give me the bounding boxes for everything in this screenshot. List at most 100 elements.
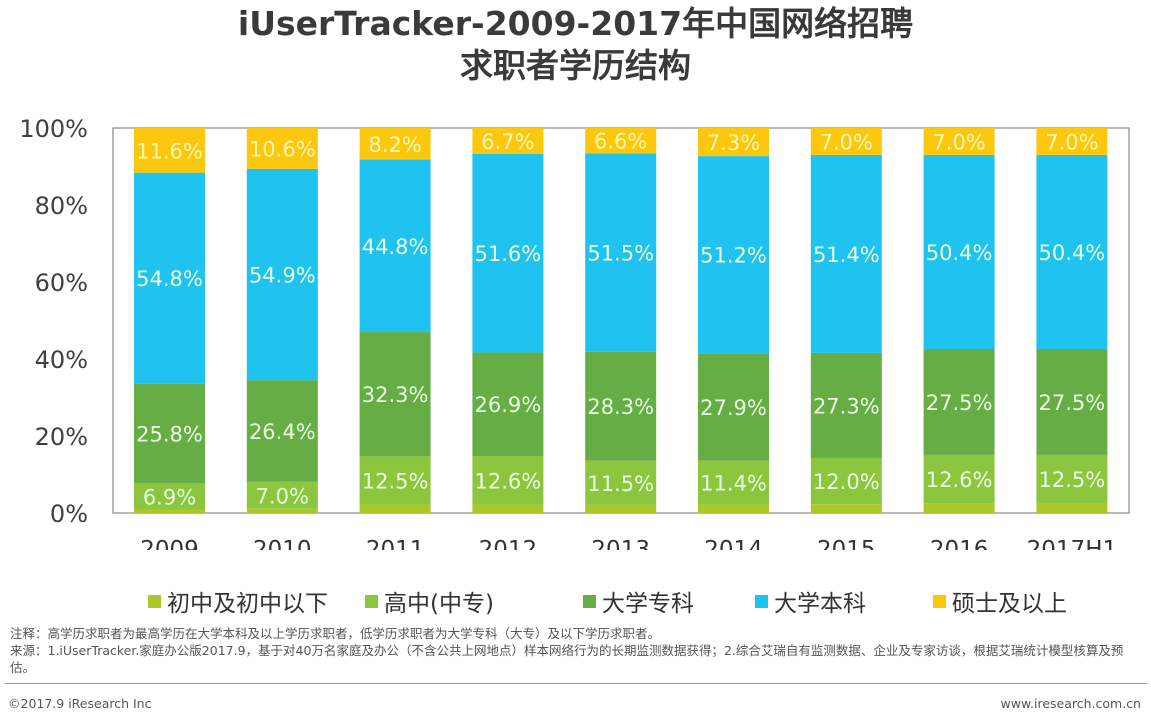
- data-label: 8.2%: [368, 133, 421, 157]
- data-label: 7.3%: [707, 131, 760, 155]
- legend-label: 大学专科: [602, 591, 694, 617]
- x-tick-label: 2009: [140, 537, 199, 550]
- x-tick-label: 2013: [591, 537, 650, 550]
- data-label: 11.6%: [136, 139, 203, 163]
- bar-segment: [472, 456, 544, 505]
- y-tick-label: 80%: [35, 192, 88, 220]
- bar-segment: [246, 380, 318, 482]
- data-label: 50.4%: [926, 241, 993, 265]
- bar-segment: [1036, 454, 1108, 503]
- bar-segment: [246, 128, 318, 169]
- legend-swatch: [148, 594, 161, 608]
- stacked-bar-chart: 0% 20% 40% 60% 80% 100% 6.9% 25.8% 54.8% 11.6% 200…: [19, 115, 1130, 550]
- bar-segment: [472, 128, 544, 154]
- bar-segment: [923, 128, 995, 155]
- bar-segment: [1036, 128, 1108, 155]
- y-tick-label: 60%: [35, 269, 88, 297]
- data-label: 54.8%: [136, 267, 203, 291]
- data-label: 26.9%: [475, 393, 542, 417]
- data-label: 27.5%: [926, 391, 993, 415]
- y-tick-label: 100%: [19, 115, 88, 143]
- x-tick-label: 2011: [366, 537, 425, 550]
- bar-segment: [134, 482, 205, 510]
- legend-swatch: [755, 594, 768, 608]
- data-label: 50.4%: [1039, 241, 1106, 265]
- bar-segment: [246, 508, 318, 513]
- data-label: 11.5%: [587, 472, 654, 496]
- bar-segment: [472, 153, 544, 353]
- data-label: 12.6%: [475, 469, 542, 493]
- bar-segment: [134, 509, 205, 513]
- data-label: 12.0%: [813, 470, 880, 494]
- chart-title: iUserTracker-2009-2017年中国网络招聘: [237, 4, 914, 43]
- bar-segment: [923, 503, 995, 513]
- bar-segment: [472, 352, 544, 457]
- data-label: 26.4%: [249, 420, 316, 444]
- bar-segment: [923, 348, 995, 455]
- x-tick-label: 2010: [253, 537, 312, 550]
- bar-segment: [585, 128, 657, 154]
- bar-segment: [1036, 154, 1108, 349]
- bar-segment: [134, 383, 205, 483]
- y-tick-label: 40%: [35, 346, 88, 374]
- legend-item-junior-high: 初中及初中以下: [148, 584, 328, 618]
- bar-segment: [923, 154, 995, 349]
- data-label: 44.8%: [362, 235, 429, 259]
- notes: 注释：高学历求职者为最高学历在大学本科及以上学历求职者，低学历求职者为大学专科（…: [10, 625, 1145, 676]
- data-label: 7.0%: [932, 130, 985, 154]
- bar-segment: [246, 168, 318, 381]
- legend-item-master: 硕士及以上: [933, 584, 1067, 618]
- copyright: ©2017.9 iResearch Inc: [8, 696, 152, 711]
- data-label: 54.9%: [249, 263, 316, 287]
- data-label: 12.5%: [362, 469, 429, 493]
- y-tick-label: 20%: [35, 423, 88, 451]
- data-label: 6.7%: [481, 130, 534, 154]
- data-label: 28.3%: [587, 395, 654, 419]
- legend: 初中及初中以下 高中(中专) 大学专科 大学本科 硕士及以上: [0, 584, 1151, 618]
- bar-segment: [134, 128, 205, 173]
- bar-segment: [698, 504, 769, 513]
- data-label: 7.0%: [820, 130, 873, 154]
- bar-segment: [585, 153, 657, 352]
- data-label: 25.8%: [136, 422, 203, 446]
- data-label: 12.5%: [1039, 468, 1106, 492]
- bar-segment: [134, 172, 205, 384]
- note-source: 来源：1.iUserTracker.家庭办公版2017.9，基于对40万名家庭及…: [10, 643, 1124, 675]
- data-label: 10.6%: [249, 137, 316, 161]
- footer-divider: [5, 683, 1147, 684]
- data-label: 11.4%: [700, 472, 767, 496]
- legend-swatch: [583, 594, 596, 608]
- x-tick-label: 2016: [930, 537, 989, 550]
- legend-label: 初中及初中以下: [167, 591, 328, 617]
- x-tick-label: 2017H1: [1027, 537, 1117, 550]
- bar-segment: [810, 352, 882, 458]
- legend-item-college: 大学专科: [583, 584, 694, 618]
- bar-segment: [472, 504, 544, 513]
- x-tick-label: 2012: [479, 537, 538, 550]
- bar-segment: [810, 154, 882, 353]
- data-label: 27.3%: [813, 394, 880, 418]
- data-label: 51.2%: [700, 244, 767, 268]
- bar-segment: [923, 454, 995, 504]
- bar-segment: [698, 460, 769, 505]
- legend-label: 高中(中专): [384, 591, 494, 617]
- legend-item-high-school: 高中(中专): [365, 584, 494, 618]
- bar-segment: [585, 460, 657, 505]
- data-label: 51.4%: [813, 243, 880, 267]
- website-link[interactable]: www.iresearch.com.cn: [1000, 696, 1142, 711]
- data-label: 6.9%: [143, 485, 196, 509]
- bar-segment: [359, 128, 431, 160]
- data-label: 27.9%: [700, 396, 767, 420]
- bar-segment: [1036, 348, 1108, 455]
- x-tick-label: 2015: [817, 537, 876, 550]
- legend-swatch: [365, 594, 378, 608]
- bar-segment: [810, 128, 882, 155]
- x-tick-label: 2014: [704, 537, 763, 550]
- bar-segment: [359, 159, 431, 333]
- data-label: 27.5%: [1039, 391, 1106, 415]
- bar-segment: [359, 504, 431, 513]
- chart-subtitle: 求职者学历结构: [460, 46, 691, 85]
- bar-segment: [698, 156, 769, 354]
- bar-segment: [810, 457, 882, 505]
- bar-segment: [359, 456, 431, 505]
